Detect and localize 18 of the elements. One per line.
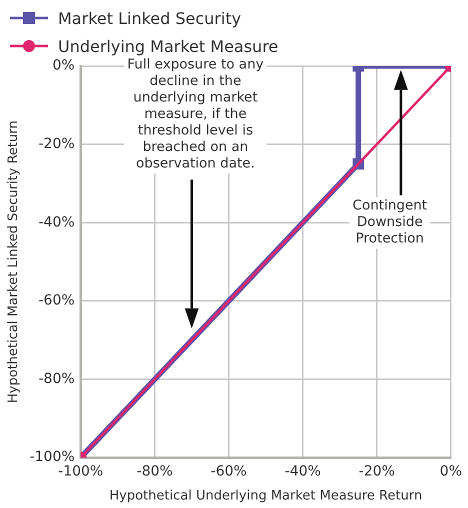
annotation: Full exposure to any decline in the underlying market measure, if the threshold level is breached on an observation date. <box>127 56 264 172</box>
legend-label: Underlying Market Measure <box>58 36 278 56</box>
y-tick-label: -40% <box>38 214 75 230</box>
y-tick-label: -20% <box>38 136 75 152</box>
x-tick-label: -20% <box>358 464 395 480</box>
y-tick-label: 0% <box>52 58 75 74</box>
y-tick-label: -60% <box>38 292 75 309</box>
legend-label: Market Linked Security <box>58 8 242 28</box>
x-tick-label: -40% <box>284 464 321 480</box>
y-axis-title: Hypothetical Market Linked Security Return <box>6 120 22 404</box>
x-tick-label: 0% <box>440 464 462 480</box>
x-tick-label: -80% <box>136 464 173 480</box>
annotation: Contingent Downside Protection <box>352 197 428 246</box>
y-tick-label: -100% <box>30 449 75 466</box>
x-tick-label: -60% <box>210 464 247 480</box>
y-tick-label: -80% <box>38 370 75 387</box>
x-axis-title: Hypothetical Underlying Market Measure Return <box>109 488 422 504</box>
x-tick-label: -100% <box>58 464 104 480</box>
